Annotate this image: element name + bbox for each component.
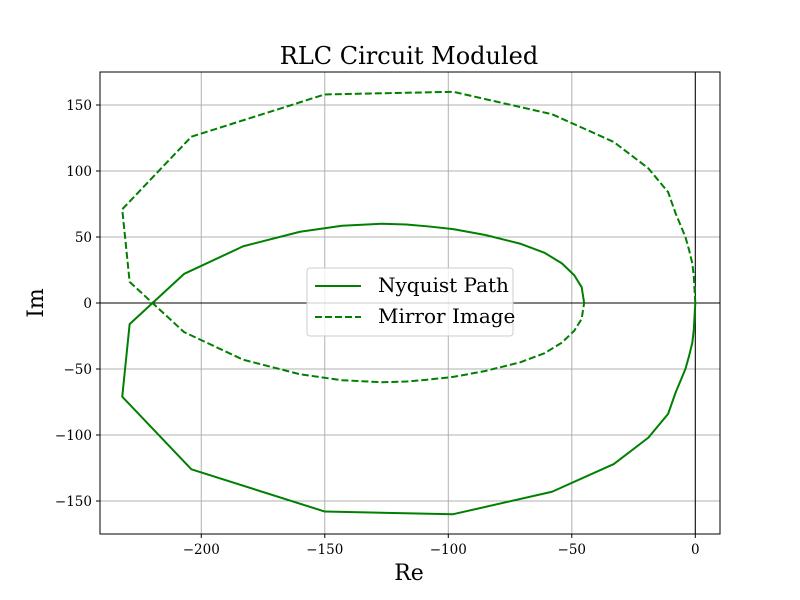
x-axis-label: Re xyxy=(394,561,424,586)
x-tick-label: −200 xyxy=(183,542,220,558)
legend: Nyquist Path Mirror Image xyxy=(306,267,515,337)
x-tick-label: −100 xyxy=(430,542,467,558)
axis-ticks: −200 −150 −100 −50 0 −150 −100 −50 0 50 100 150 xyxy=(55,98,700,558)
chart-title: RLC Circuit Moduled xyxy=(280,42,538,70)
y-tick-label: 100 xyxy=(66,164,92,180)
y-axis-label: Im xyxy=(24,288,49,318)
x-tick-label: −150 xyxy=(306,542,343,558)
y-tick-label: 50 xyxy=(75,230,92,246)
plot-series xyxy=(121,90,697,516)
series-line-nyquist-path xyxy=(121,222,697,516)
x-tick-label: 0 xyxy=(691,542,700,558)
y-tick-label: −150 xyxy=(55,494,92,510)
y-tick-label: 0 xyxy=(83,296,92,312)
series-line-mirror-image xyxy=(121,90,697,384)
y-tick-label: −100 xyxy=(55,428,92,444)
legend-label-nyquist-path: Nyquist Path xyxy=(378,273,509,297)
x-tick-label: −50 xyxy=(558,542,587,558)
y-tick-label: −50 xyxy=(64,362,93,378)
y-tick-label: 150 xyxy=(66,98,92,114)
legend-label-mirror-image: Mirror Image xyxy=(378,304,515,328)
